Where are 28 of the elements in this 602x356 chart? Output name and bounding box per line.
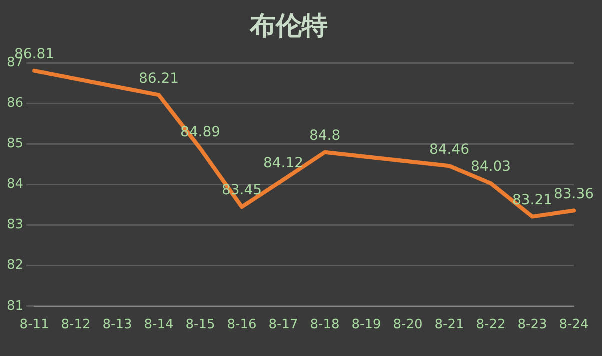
data-label: 84.46 xyxy=(429,142,470,158)
x-tick-label: 8-17 xyxy=(268,318,298,333)
x-tick-label: 8-19 xyxy=(352,318,382,333)
x-tick-label: 8-12 xyxy=(61,318,91,333)
data-label: 83.36 xyxy=(554,186,594,202)
chart-title: 布伦特 xyxy=(249,11,328,42)
y-tick-label: 82 xyxy=(6,258,24,274)
y-tick-label: 84 xyxy=(6,177,24,192)
y-tick-label: 85 xyxy=(6,136,24,152)
x-tick-label: 8-16 xyxy=(227,318,257,333)
data-label: 84.12 xyxy=(263,156,304,172)
x-tick-label: 8-23 xyxy=(518,318,548,333)
data-label: 86.21 xyxy=(138,70,180,87)
data-label: 84.8 xyxy=(309,128,341,144)
x-tick-label: 8-20 xyxy=(393,318,423,333)
x-tick-label: 8-24 xyxy=(559,318,589,333)
x-tick-label: 8-11 xyxy=(20,318,50,333)
x-tick-label: 8-15 xyxy=(186,318,216,333)
data-label: 83.21 xyxy=(512,192,553,208)
x-tick-label: 8-18 xyxy=(310,318,340,333)
y-tick-label: 86 xyxy=(6,96,24,112)
data-label: 84.03 xyxy=(470,159,512,176)
x-tick-label: 8-22 xyxy=(476,318,506,333)
x-tick-label: 8-21 xyxy=(434,318,464,333)
y-tick-label: 83 xyxy=(6,218,24,233)
y-tick-label: 81 xyxy=(6,298,24,314)
x-tick-label: 8-14 xyxy=(144,318,174,333)
x-tick-label: 8-13 xyxy=(102,318,132,333)
